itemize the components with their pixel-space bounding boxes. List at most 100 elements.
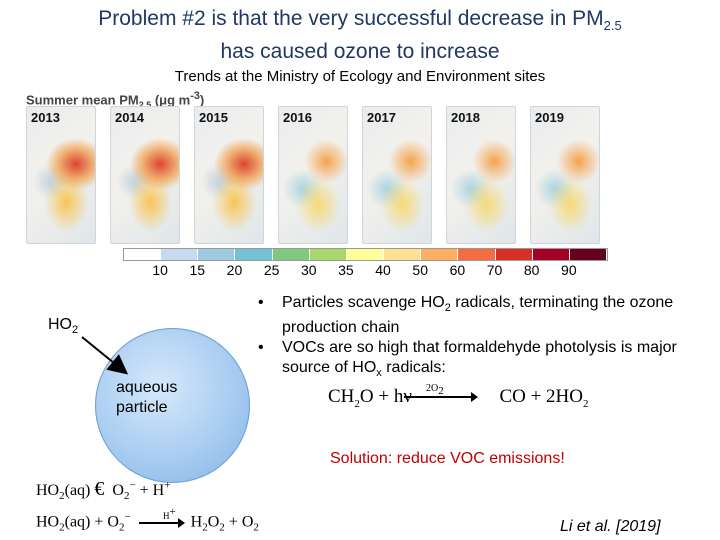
colorbar-swatch [235, 249, 273, 260]
particle-label-text: aqueous particle [116, 379, 178, 416]
colorbar-tick-label: 50 [412, 262, 429, 278]
eq-text: H [163, 511, 170, 521]
colorbar-tick-label: 15 [189, 262, 206, 278]
colorbar-swatch [458, 249, 496, 260]
map-panel-2013: 2013 [26, 106, 96, 244]
bullet-sub: 2 [444, 302, 451, 315]
colorbar-swatch [384, 249, 422, 260]
eq-sup: + [164, 479, 171, 492]
colorbar-swatch [161, 249, 199, 260]
eq-sub: 2 [123, 490, 130, 503]
map-caption-sub: 2.5 [138, 99, 152, 110]
eq-sup: − [124, 511, 131, 523]
map-year-label: 2016 [283, 110, 312, 125]
ho2-self-reaction-equation: HO2(aq) + O2− H2O2 + O2 [36, 511, 259, 534]
reaction-arrow-icon [138, 517, 185, 528]
eq-sub: 2 [219, 521, 225, 534]
map-year-label: 2018 [451, 110, 480, 125]
colorbar-swatch [421, 249, 459, 260]
bullet-text: radicals: [381, 359, 446, 377]
ho2-sub: 2 [72, 324, 79, 337]
map-year-label: 2013 [31, 110, 60, 125]
eq-above-arrow: 2O2 [426, 383, 444, 397]
slide-subtitle: Trends at the Ministry of Ecology and En… [174, 68, 546, 85]
ho2-equilibrium-equation: HO2(aq) € O2− + H+ [36, 478, 170, 502]
map-year-label: 2017 [367, 110, 396, 125]
eq-sub: 2 [438, 385, 444, 397]
formaldehyde-photolysis-equation: CH2O + hν CO + 2HO2 [328, 386, 589, 410]
title-line-1: Problem #2 is that the very successful d… [98, 7, 604, 30]
colorbar-swatch [272, 249, 310, 260]
eq-sub: 2 [583, 397, 589, 410]
colorbar-tick-label: 90 [561, 262, 577, 278]
eq-sub: 2 [118, 521, 125, 534]
eq-text: 2O [426, 383, 439, 394]
eq-text: O [112, 482, 124, 499]
colorbar-tick-label: 10 [152, 262, 168, 278]
eq-sub: 2 [354, 397, 360, 410]
colorbar-swatch [346, 249, 385, 260]
bullet-sub: x [376, 367, 382, 380]
colorbar-tick-label: 70 [486, 262, 503, 278]
colorbar-swatch [124, 249, 162, 260]
eq-sup: + [169, 506, 176, 518]
solution-text: Solution: reduce VOC emissions! [330, 450, 565, 467]
eq-sup: − [129, 479, 136, 492]
eq-over-arrow: H+ [163, 506, 176, 521]
map-panel-2015: 2015 [194, 106, 264, 244]
colorbar-swatch [198, 249, 236, 260]
particle-label: aqueous particle [116, 378, 191, 418]
colorbar-tick-label: 25 [263, 262, 280, 278]
map-caption-text: Summer mean PM [26, 92, 139, 108]
eq-text: H [190, 513, 203, 531]
map-caption-exp: -3 [190, 90, 200, 102]
bullet-text: VOCs are so high that formaldehyde photo… [282, 339, 677, 377]
eq-sub: 2 [253, 521, 259, 534]
eq-sub: 2 [202, 521, 208, 534]
bullet-text: radicals, terminating the ozone producti… [282, 294, 674, 337]
reaction-arrow-icon [404, 392, 478, 402]
title-subscript: 2.5 [603, 18, 622, 34]
map-year-label: 2015 [199, 110, 228, 125]
colorbar-swatch [309, 249, 347, 260]
bullet-list: Particles scavenge HO2 radicals, termina… [258, 293, 698, 383]
citation: Li et al. [2019] [560, 518, 661, 535]
eq-text: HO [36, 513, 60, 531]
eq-sub: 2 [59, 490, 65, 503]
colorbar [123, 248, 608, 261]
colorbar-tick-label: 35 [338, 262, 354, 278]
map-panel-2017: 2017 [362, 106, 432, 244]
map-caption-units: (μg m [154, 92, 191, 108]
map-panel-2016: 2016 [278, 106, 348, 244]
map-panel-2018: 2018 [446, 106, 516, 244]
bullet-item: Particles scavenge HO2 radicals, termina… [258, 293, 698, 338]
colorbar-swatch [569, 249, 608, 260]
map-caption-close: ) [199, 92, 205, 108]
eq-text: CO + 2HO [499, 386, 583, 407]
eq-text: O + hν [359, 386, 412, 407]
eq-text: (aq) [64, 482, 91, 499]
bullet-item: VOCs are so high that formaldehyde photo… [258, 338, 698, 383]
colorbar-tick-label: 30 [300, 262, 317, 278]
map-year-label: 2014 [115, 110, 144, 125]
map-panel-2014: 2014 [110, 106, 180, 244]
colorbar-tick-label: 40 [375, 262, 391, 278]
ho2-text: HO [48, 316, 72, 333]
ho2-label: HO2 [48, 316, 78, 336]
colorbar-tick-label: 20 [226, 262, 243, 278]
colorbar-swatch [495, 249, 533, 260]
bullet-text: Particles scavenge HO [282, 294, 445, 311]
colorbar-tick-label: 80 [523, 262, 540, 278]
map-caption: Summer mean PM2.5 (μg m-3) [26, 90, 204, 110]
title-line-2: has caused ozone to increase [220, 40, 500, 64]
equilibrium-arrow-icon: € [94, 478, 105, 500]
colorbar-swatch [532, 249, 570, 260]
eq-text: + H [135, 482, 165, 499]
eq-text: HO [36, 482, 60, 499]
eq-text: CH [328, 386, 355, 407]
slide-title: Problem #2 is that the very successful d… [0, 6, 720, 65]
map-panel-2019: 2019 [530, 106, 600, 244]
map-year-label: 2019 [535, 110, 564, 125]
eq-text: (aq) + O [64, 513, 119, 531]
eq-sub: 2 [59, 521, 65, 534]
